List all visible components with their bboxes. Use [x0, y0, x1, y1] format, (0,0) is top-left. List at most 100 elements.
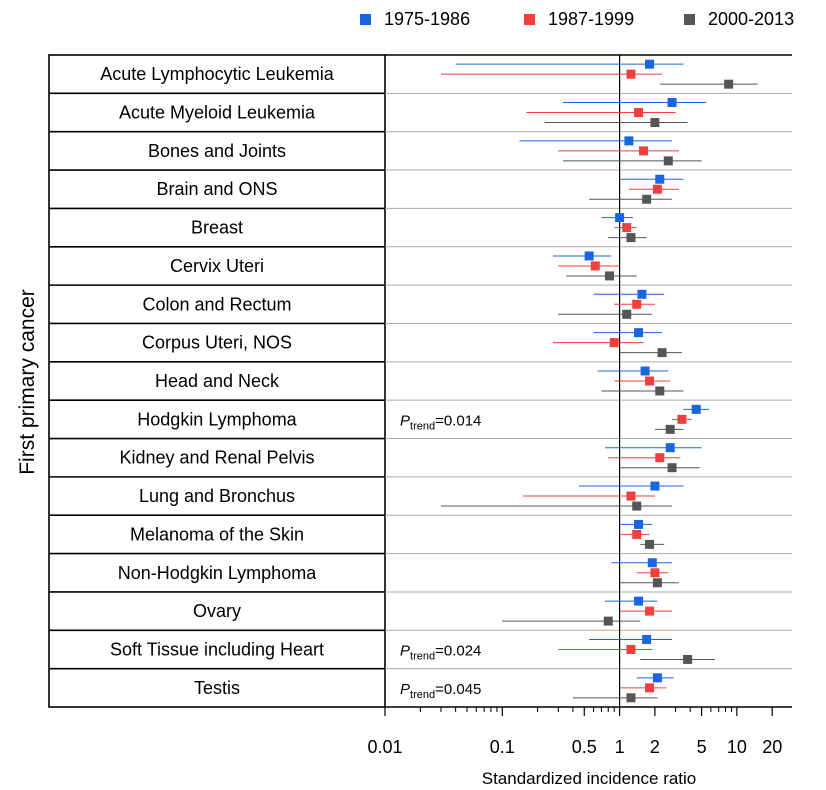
point-estimate — [632, 529, 642, 539]
point-estimate — [626, 491, 636, 501]
point-estimate — [622, 223, 632, 233]
category-label: Acute Myeloid Leukemia — [119, 103, 316, 123]
category-label: Acute Lymphocytic Leukemia — [100, 64, 334, 84]
category-label: Soft Tissue including Heart — [110, 639, 324, 659]
tick-label: 0.01 — [367, 737, 402, 757]
point-estimate — [655, 174, 665, 184]
label-table-frame — [48, 54, 386, 708]
legend: 1975-1986 1987-1999 2000-2013 — [360, 9, 794, 29]
point-estimate — [640, 366, 650, 376]
point-estimate — [650, 568, 660, 578]
point-estimate — [609, 338, 619, 348]
y-axis-title: First primary cancer — [16, 289, 39, 475]
category-label: Brain and ONS — [156, 179, 277, 199]
point-estimate — [677, 414, 687, 424]
legend-label: 1987-1999 — [548, 9, 634, 29]
tick-label: 0.5 — [572, 737, 597, 757]
point-estimate — [652, 578, 662, 588]
category-label: Colon and Rectum — [142, 294, 291, 314]
point-estimate — [622, 309, 632, 319]
point-estimate — [626, 69, 636, 79]
point-estimate — [626, 644, 636, 654]
category-label: Lung and Bronchus — [139, 486, 295, 506]
category-rows: Acute Lymphocytic Leukemia Acute Myeloid … — [48, 54, 386, 708]
p-trend-annotation: Ptrend=0.024 — [400, 642, 481, 662]
point-estimate — [652, 184, 662, 194]
category-label: Cervix Uteri — [170, 256, 264, 276]
p-trend-value: =0.045 — [435, 681, 481, 698]
category-label: Breast — [191, 218, 243, 238]
point-estimate — [724, 79, 734, 89]
p-trend-value: =0.014 — [435, 412, 481, 429]
point-estimate — [665, 443, 675, 453]
category-label: Melanoma of the Skin — [130, 524, 304, 544]
point-estimate — [683, 654, 693, 664]
point-estimate — [667, 98, 677, 108]
point-estimate — [632, 501, 642, 511]
x-axis-title: Standardized incidence ratio — [482, 769, 697, 788]
point-estimate — [645, 539, 655, 549]
category-label: Corpus Uteri, NOS — [142, 333, 292, 353]
point-estimate — [604, 271, 614, 281]
category-label: Hodgkin Lymphoma — [137, 409, 297, 429]
point-estimate — [647, 558, 657, 568]
point-estimate — [667, 463, 677, 473]
p-trend-value: =0.024 — [435, 642, 481, 659]
point-estimate — [603, 616, 613, 626]
legend-label: 1975-1986 — [384, 9, 470, 29]
point-estimate — [632, 299, 642, 309]
point-estimate — [639, 146, 649, 156]
tick-label: 10 — [727, 737, 747, 757]
p-trend-annotation: Ptrend=0.014 — [400, 412, 481, 432]
point-estimate — [590, 261, 600, 271]
tick-label: 2 — [650, 737, 660, 757]
point-estimate — [657, 348, 667, 358]
point-estimate — [645, 59, 655, 69]
point-estimate — [642, 634, 652, 644]
point-estimate — [652, 673, 662, 683]
category-label: Bones and Joints — [148, 141, 286, 161]
point-estimate — [655, 386, 665, 396]
point-estimate — [655, 453, 665, 463]
legend-label: 2000-2013 — [708, 9, 794, 29]
point-estimate — [584, 251, 594, 261]
point-estimate — [691, 404, 701, 414]
point-estimate — [615, 213, 625, 223]
p-trend-symbol: P — [400, 412, 410, 429]
point-estimate — [626, 233, 636, 243]
p-trend-symbol: P — [400, 681, 410, 698]
tick-label: 0.1 — [490, 737, 515, 757]
point-estimate — [634, 108, 644, 118]
point-estimate — [634, 596, 644, 606]
legend-swatch — [684, 14, 695, 25]
p-trend-subscript: trend — [410, 420, 435, 432]
tick-label: 20 — [762, 737, 782, 757]
tick-label: 5 — [697, 737, 707, 757]
point-estimate — [626, 693, 636, 703]
point-estimate — [645, 606, 655, 616]
category-label: Non-Hodgkin Lymphoma — [118, 563, 317, 583]
point-estimate — [624, 136, 634, 146]
category-label: Kidney and Renal Pelvis — [119, 448, 314, 468]
category-label: Ovary — [193, 601, 241, 621]
legend-swatch — [360, 14, 371, 25]
point-estimate — [645, 683, 655, 693]
point-estimate — [665, 424, 675, 434]
point-estimate — [637, 289, 647, 299]
category-label: Head and Neck — [155, 371, 280, 391]
point-estimate — [663, 156, 673, 166]
category-label: Testis — [194, 678, 240, 698]
tick-label: 1 — [615, 737, 625, 757]
point-estimate — [650, 481, 660, 491]
p-trend-subscript: trend — [410, 689, 435, 701]
point-estimate — [645, 376, 655, 386]
p-trend-annotation: Ptrend=0.045 — [400, 681, 481, 701]
legend-swatch — [524, 14, 535, 25]
point-estimate — [634, 328, 644, 338]
p-trend-symbol: P — [400, 642, 410, 659]
point-estimate — [634, 519, 644, 529]
point-estimate — [650, 118, 660, 128]
p-trend-subscript: trend — [410, 650, 435, 662]
